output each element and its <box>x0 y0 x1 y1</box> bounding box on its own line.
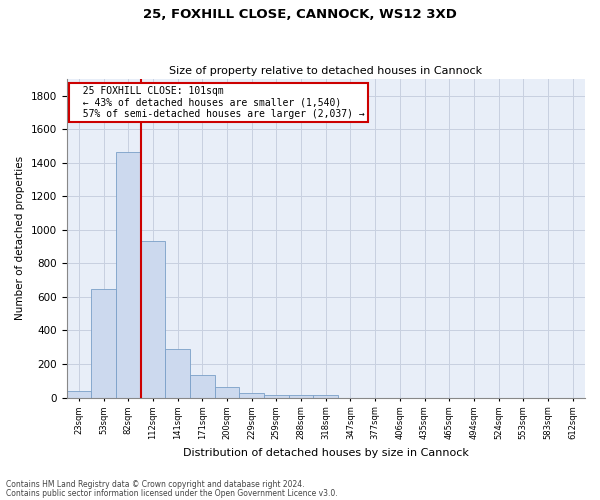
Bar <box>215 387 239 398</box>
Text: 25, FOXHILL CLOSE, CANNOCK, WS12 3XD: 25, FOXHILL CLOSE, CANNOCK, WS12 3XD <box>143 8 457 20</box>
Y-axis label: Number of detached properties: Number of detached properties <box>15 156 25 320</box>
Bar <box>313 396 338 398</box>
X-axis label: Distribution of detached houses by size in Cannock: Distribution of detached houses by size … <box>183 448 469 458</box>
Text: 25 FOXHILL CLOSE: 101sqm
  ← 43% of detached houses are smaller (1,540)
  57% of: 25 FOXHILL CLOSE: 101sqm ← 43% of detach… <box>71 86 365 119</box>
Text: Contains HM Land Registry data © Crown copyright and database right 2024.: Contains HM Land Registry data © Crown c… <box>6 480 305 489</box>
Bar <box>289 396 313 398</box>
Bar <box>67 391 91 398</box>
Bar <box>239 394 264 398</box>
Bar <box>190 374 215 398</box>
Title: Size of property relative to detached houses in Cannock: Size of property relative to detached ho… <box>169 66 482 76</box>
Text: Contains public sector information licensed under the Open Government Licence v3: Contains public sector information licen… <box>6 488 338 498</box>
Bar <box>140 241 165 398</box>
Bar <box>91 289 116 398</box>
Bar <box>116 152 140 398</box>
Bar <box>165 349 190 398</box>
Bar <box>264 396 289 398</box>
